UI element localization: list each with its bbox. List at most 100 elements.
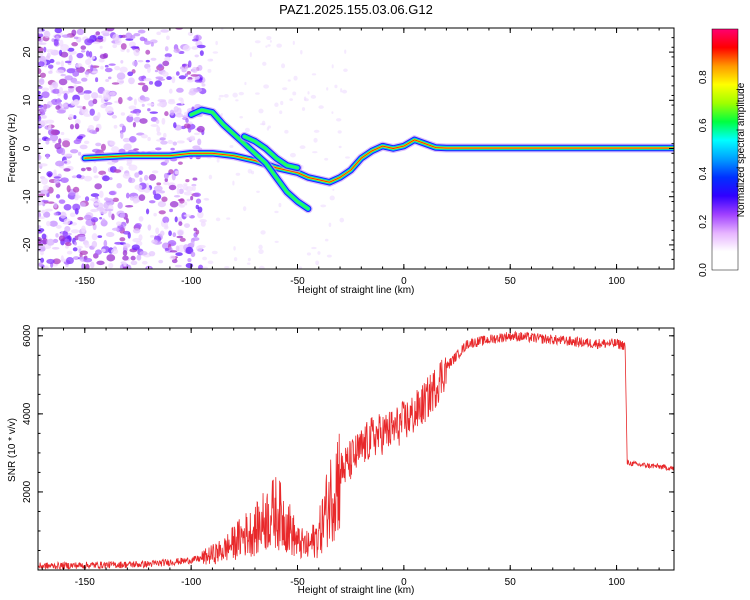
noise-speck: [128, 77, 135, 85]
noise-speck: [109, 140, 116, 146]
noise-speck: [111, 146, 120, 153]
noise-speck: [155, 147, 162, 151]
noise-speck: [38, 163, 48, 167]
noise-speck: [56, 109, 66, 114]
noise-speck: [186, 198, 191, 202]
noise-speck: [53, 176, 61, 179]
noise-speck: [162, 60, 170, 67]
noise-speck: [60, 73, 67, 77]
noise-speck: [341, 89, 348, 94]
noise-speck: [161, 117, 166, 125]
noise-speck: [82, 106, 86, 110]
noise-speck: [155, 76, 164, 80]
noise-speck: [246, 262, 251, 265]
noise-speck: [153, 193, 162, 200]
noise-speck: [181, 63, 187, 67]
noise-speck: [111, 248, 119, 255]
noise-speck: [172, 141, 178, 146]
noise-speck: [128, 114, 133, 118]
noise-speck: [88, 51, 93, 58]
noise-speck: [43, 104, 51, 109]
noise-speck: [70, 229, 80, 234]
noise-speck: [155, 119, 160, 124]
spectrogram-x-tick-label: -50: [290, 276, 305, 287]
noise-speck: [92, 148, 101, 153]
noise-speck: [183, 223, 190, 228]
noise-speck: [45, 140, 50, 145]
noise-speck: [196, 44, 206, 49]
spectrogram-x-tick-label: 100: [608, 276, 625, 287]
noise-speck: [344, 49, 347, 54]
noise-speck: [99, 217, 103, 220]
noise-speck: [38, 110, 41, 115]
noise-speck: [150, 57, 157, 61]
noise-speck: [83, 113, 92, 117]
noise-speck: [158, 210, 166, 215]
noise-speck: [95, 142, 102, 147]
noise-speck: [261, 120, 266, 126]
noise-speck: [313, 129, 320, 133]
noise-speck: [116, 221, 122, 226]
noise-speck: [178, 221, 183, 226]
noise-speck: [267, 125, 272, 129]
noise-speck: [66, 250, 73, 255]
noise-speck: [233, 257, 238, 262]
noise-speck: [311, 246, 317, 250]
spectrogram-y-tick-label: 10: [22, 94, 33, 106]
noise-speck: [83, 140, 90, 145]
noise-speck: [41, 87, 50, 92]
noise-speck: [303, 96, 307, 101]
noise-speck: [132, 228, 141, 234]
noise-speck: [320, 204, 327, 208]
noise-speck: [185, 178, 190, 183]
noise-speck: [179, 198, 185, 204]
colorbar-label: Normalized spectral amplitude: [736, 82, 747, 217]
noise-speck: [54, 28, 63, 34]
noise-speck: [83, 214, 92, 221]
noise-speck: [156, 126, 161, 133]
noise-speck: [99, 190, 104, 199]
noise-speck: [133, 116, 141, 123]
noise-speck: [71, 41, 78, 47]
noise-speck: [145, 49, 151, 55]
noise-speck: [293, 75, 298, 81]
noise-speck: [284, 129, 289, 134]
noise-speck: [120, 59, 124, 64]
noise-speck: [42, 238, 48, 245]
noise-speck: [255, 92, 260, 95]
noise-speck: [47, 201, 55, 204]
noise-speck: [175, 245, 180, 252]
noise-speck: [173, 194, 181, 198]
noise-speck: [38, 42, 47, 45]
noise-speck: [122, 255, 129, 261]
noise-speck: [38, 196, 41, 202]
noise-speck: [152, 189, 157, 196]
noise-speck: [105, 28, 115, 32]
noise-speck: [274, 102, 279, 108]
noise-speck: [337, 130, 342, 134]
noise-speck: [120, 131, 124, 139]
noise-speck: [77, 234, 86, 242]
noise-speck: [187, 31, 194, 36]
noise-speck: [97, 235, 103, 239]
noise-speck: [195, 198, 202, 204]
noise-speck: [186, 71, 191, 75]
noise-speck: [242, 206, 247, 212]
noise-speck: [158, 63, 163, 69]
noise-speck: [108, 191, 116, 196]
noise-speck: [174, 264, 182, 268]
noise-speck: [133, 98, 137, 106]
noise-speck: [324, 157, 329, 161]
noise-speck: [131, 244, 140, 251]
noise-speck: [60, 51, 69, 58]
noise-speck: [125, 205, 134, 208]
noise-speck: [156, 31, 162, 36]
noise-speck: [188, 60, 192, 68]
noise-speck: [95, 31, 101, 36]
noise-speck: [232, 92, 238, 98]
noise-speck: [126, 115, 134, 123]
spectrogram-x-ticks: -150 -100 -50 0 50 100: [41, 28, 660, 287]
noise-speck: [63, 218, 71, 225]
snr-x-tick-label: 0: [401, 577, 407, 588]
snr-x-tick-label: 50: [505, 577, 517, 588]
